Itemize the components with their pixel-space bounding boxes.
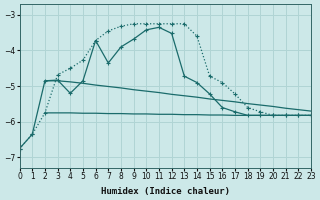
- X-axis label: Humidex (Indice chaleur): Humidex (Indice chaleur): [101, 187, 230, 196]
